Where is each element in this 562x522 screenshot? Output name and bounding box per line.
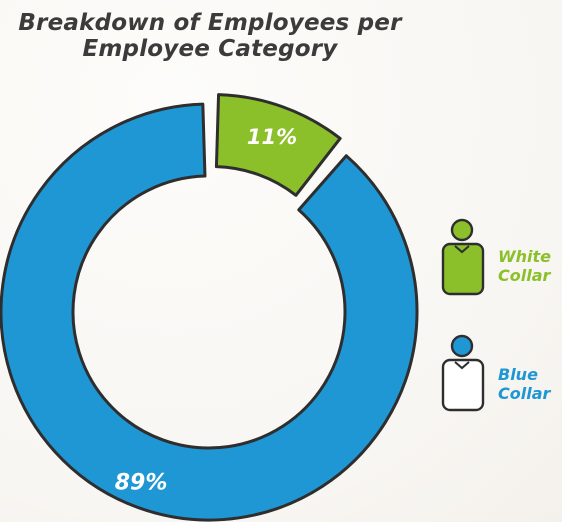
chart-title-line-2: Employee Category xyxy=(82,36,338,62)
person-icon-body xyxy=(441,358,485,412)
legend-item-white-collar: White Collar xyxy=(438,218,562,298)
person-icon-body xyxy=(441,242,485,296)
person-icon xyxy=(441,218,485,296)
slice-label-blue-collar: 89% xyxy=(115,470,168,495)
chart-title: Breakdown of Employees per Employee Cate… xyxy=(0,10,420,62)
person-icon-head xyxy=(450,334,474,358)
legend-label-blue-collar: Blue Collar xyxy=(498,365,551,403)
legend-item-blue-collar: Blue Collar xyxy=(438,334,562,414)
slice-label-white-collar: 11% xyxy=(247,125,297,149)
donut-slice-white-collar xyxy=(214,93,342,197)
person-icon-collar xyxy=(454,245,470,254)
person-icon-head xyxy=(450,218,474,242)
chart-title-line-1: Breakdown of Employees per xyxy=(18,10,402,36)
person-icon xyxy=(441,334,485,412)
person-icon-collar xyxy=(454,361,470,370)
donut-slice-blue-collar xyxy=(0,102,419,522)
legend-label-white-collar: White Collar xyxy=(498,247,552,285)
